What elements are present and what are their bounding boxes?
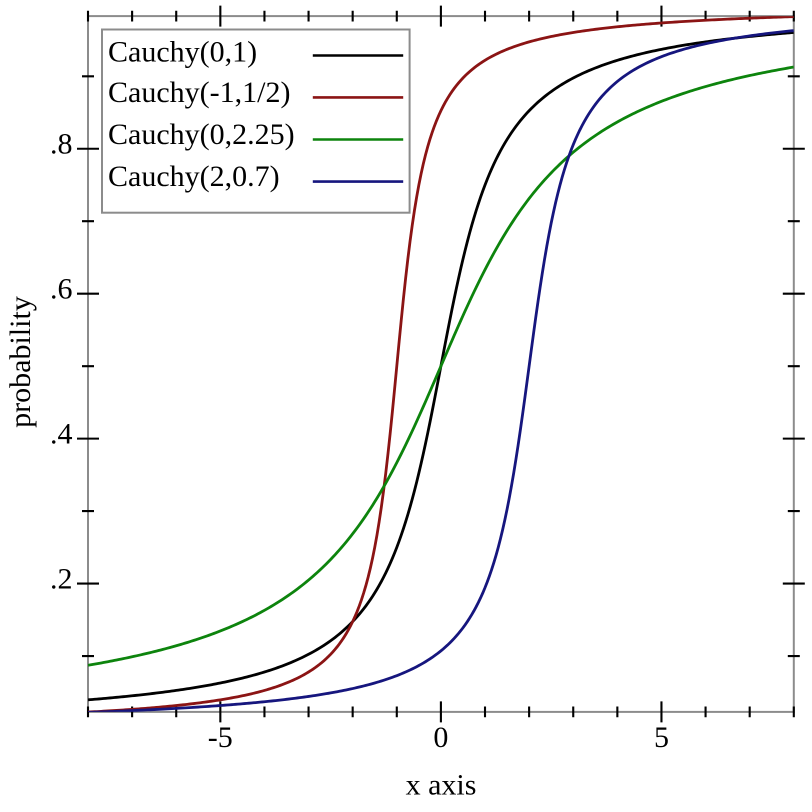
svg-text:0: 0 [433, 721, 448, 754]
svg-text:.6: .6 [50, 273, 73, 306]
svg-text:.2: .2 [50, 563, 73, 596]
svg-text:x axis: x axis [406, 768, 477, 801]
svg-text:-5: -5 [208, 721, 233, 754]
svg-text:Cauchy(0,2.25): Cauchy(0,2.25) [108, 118, 295, 151]
svg-text:Cauchy(0,1): Cauchy(0,1) [108, 35, 257, 68]
svg-text:.8: .8 [50, 128, 73, 161]
svg-text:Cauchy(2,0.7): Cauchy(2,0.7) [108, 160, 280, 193]
svg-text:probability: probability [4, 296, 37, 428]
svg-text:Cauchy(-1,1/2): Cauchy(-1,1/2) [108, 76, 290, 109]
svg-text:.4: .4 [50, 418, 73, 451]
svg-text:5: 5 [654, 721, 669, 754]
